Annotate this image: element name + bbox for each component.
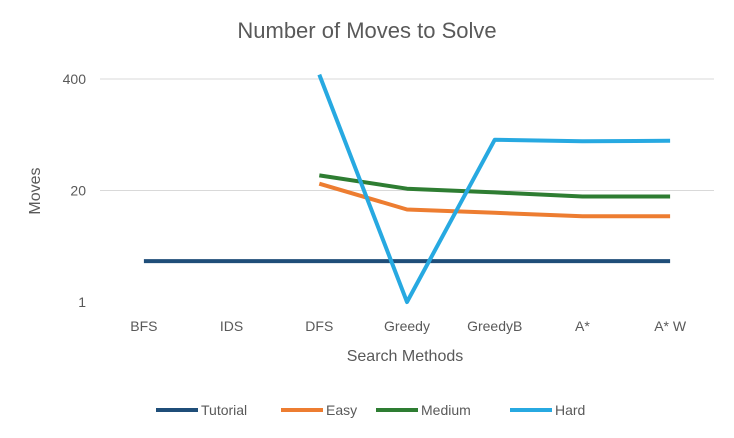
y-tick-label: 20	[70, 183, 86, 199]
series-lines	[143, 73, 671, 304]
legend-label-hard: Hard	[555, 402, 585, 418]
series-line-medium	[319, 173, 671, 199]
chart-title: Number of Moves to Solve	[237, 18, 496, 43]
y-tick-label: 400	[63, 71, 87, 87]
legend-label-easy: Easy	[326, 402, 357, 418]
x-tick-label: BFS	[130, 318, 157, 334]
x-axis-tick-labels: BFS IDS DFS Greedy GreedyB A* A* W	[130, 318, 687, 334]
series-line-easy	[318, 181, 671, 219]
legend-label-tutorial: Tutorial	[201, 402, 247, 418]
y-axis-title: Moves	[27, 167, 44, 214]
x-tick-label: Greedy	[384, 318, 430, 334]
series-line-hard	[317, 73, 671, 304]
x-tick-label: IDS	[220, 318, 243, 334]
x-tick-label: A*	[575, 318, 590, 334]
x-axis-title: Search Methods	[347, 348, 464, 365]
gridlines	[100, 78, 714, 191]
y-axis-tick-labels: 1 20 400	[63, 71, 87, 310]
legend-label-medium: Medium	[421, 402, 471, 418]
x-tick-label: DFS	[305, 318, 333, 334]
y-tick-label: 1	[78, 294, 86, 310]
legend: Tutorial Easy Medium Hard	[156, 402, 585, 418]
x-tick-label: GreedyB	[467, 318, 522, 334]
x-tick-label: A* W	[654, 318, 687, 334]
